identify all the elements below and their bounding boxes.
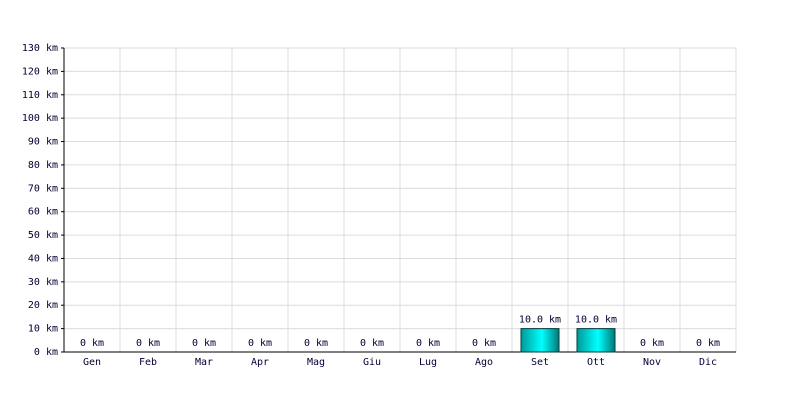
x-tick-label: Feb <box>139 357 157 368</box>
value-label: 10.0 km <box>575 315 617 326</box>
value-label: 0 km <box>696 338 720 349</box>
y-tick-label: 70 km <box>28 183 58 194</box>
value-label: 0 km <box>136 338 160 349</box>
y-tick-label: 130 km <box>22 43 58 54</box>
x-tick-label: Mag <box>307 357 325 368</box>
value-label: 0 km <box>416 338 440 349</box>
y-tick-label: 120 km <box>22 66 58 77</box>
value-label: 0 km <box>248 338 272 349</box>
y-tick-label: 110 km <box>22 90 58 101</box>
x-tick-label: Ott <box>587 357 605 368</box>
y-tick-label: 10 km <box>28 324 58 335</box>
y-tick-label: 20 km <box>28 300 58 311</box>
y-tick-label: 100 km <box>22 113 58 124</box>
y-tick-label: 60 km <box>28 207 58 218</box>
y-tick-label: 30 km <box>28 277 58 288</box>
value-label: 0 km <box>472 338 496 349</box>
x-tick-label: Set <box>531 357 549 368</box>
value-label: 0 km <box>360 338 384 349</box>
x-tick-label: Nov <box>643 357 661 368</box>
x-tick-label: Mar <box>195 357 213 368</box>
x-tick-label: Gen <box>83 357 101 368</box>
y-tick-label: 0 km <box>34 347 58 358</box>
value-label: 0 km <box>304 338 328 349</box>
value-label: 10.0 km <box>519 315 561 326</box>
y-tick-label: 50 km <box>28 230 58 241</box>
bar <box>576 328 616 353</box>
y-tick-label: 80 km <box>28 160 58 171</box>
value-label: 0 km <box>640 338 664 349</box>
x-tick-label: Giu <box>363 357 381 368</box>
value-label: 0 km <box>192 338 216 349</box>
x-tick-label: Dic <box>699 357 717 368</box>
y-tick-label: 90 km <box>28 137 58 148</box>
y-tick-label: 40 km <box>28 253 58 264</box>
value-label: 0 km <box>80 338 104 349</box>
x-tick-label: Ago <box>475 357 493 368</box>
x-tick-label: Lug <box>419 357 437 368</box>
x-tick-label: Apr <box>251 357 269 368</box>
bar <box>520 328 560 353</box>
